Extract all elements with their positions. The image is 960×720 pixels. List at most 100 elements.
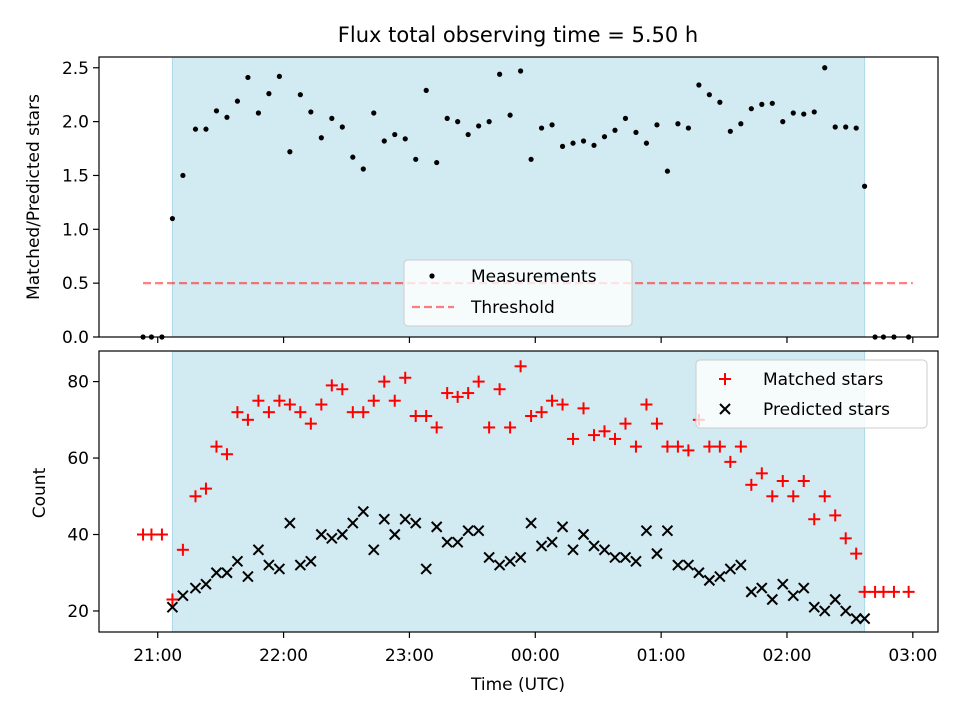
bottom-y-ticks: 20 40 60 80 [67, 373, 99, 622]
measurement-point-63 [801, 111, 807, 117]
top-y-tick-label-3: 1.5 [62, 166, 89, 186]
predicted-star-point-2 [189, 582, 202, 594]
bottom-x-ticks: 21:00 22:00 23:00 00:00 01:00 02:00 03:00 [133, 632, 937, 666]
measurement-point-38 [538, 125, 545, 131]
measurement-point-17 [318, 135, 324, 141]
matched-star-point-64 [808, 513, 821, 526]
top-legend-box [403, 259, 633, 327]
measurement-point-11 [255, 110, 262, 116]
measurement-point-24 [392, 131, 398, 138]
predicted-star-point-30 [483, 551, 495, 564]
predicted-star-point-13 [305, 555, 317, 567]
bottom-axes-frame [98, 350, 939, 633]
predicted-star-point-39 [577, 528, 590, 541]
measurement-point-37 [528, 156, 534, 162]
x-tick-label-2: 23:00 [385, 646, 434, 666]
predicted-star-point-1 [177, 589, 189, 602]
measurement-point-58 [748, 106, 754, 112]
measurement-point-32 [476, 123, 482, 129]
matched-star-point-10 [241, 413, 254, 426]
matched-star-point-43 [588, 429, 601, 442]
predicted-star-point-12 [294, 559, 307, 571]
predicted-star-point-23 [410, 517, 422, 529]
bottom-y-tick-label-1: 40 [67, 526, 89, 546]
measurement-point-34 [497, 71, 503, 77]
predicted-star-point-25 [430, 521, 443, 533]
measurement-point-49 [654, 122, 660, 128]
predicted-star-point-36 [546, 536, 558, 548]
predicted-star-point-35 [535, 540, 548, 552]
measurement-point-60 [769, 100, 775, 106]
measurement-point-69 [861, 183, 868, 189]
predicted-star-point-43 [619, 551, 632, 564]
matched-star-point-31 [462, 387, 475, 400]
matched-star-point-18 [325, 379, 338, 392]
predicted-star-point-21 [389, 528, 401, 541]
legend-measurements-label: Measurements [471, 267, 597, 287]
matched-star-point-49 [650, 417, 663, 430]
matched-star-point-25 [399, 371, 412, 384]
top-legend: Measurements Threshold [403, 259, 633, 327]
measurement-point-35 [507, 112, 513, 118]
predicted-star-point-37 [556, 521, 569, 533]
measurement-point-5 [192, 126, 199, 132]
predicted-star-point-4 [210, 567, 223, 579]
predicted-star-point-22 [399, 513, 411, 525]
top-y-tick-label-5: 2.5 [62, 59, 89, 79]
predicted-star-point-0 [166, 601, 179, 613]
matched-star-point-15 [294, 406, 307, 419]
legend-measurements-marker [429, 273, 435, 279]
matched-star-point-59 [755, 467, 768, 480]
matched-star-point-20 [346, 406, 359, 419]
top-y-axis-label: Matched/Predicted stars [24, 94, 44, 300]
measurement-point-19 [339, 124, 345, 130]
measurement-point-12 [266, 91, 272, 97]
matched-star-point-42 [577, 402, 590, 415]
matched-star-point-1 [145, 528, 158, 541]
predicted-star-point-33 [514, 551, 527, 564]
matched-star-point-23 [378, 375, 391, 388]
matched-star-point-57 [734, 440, 747, 453]
predicted-star-point-8 [252, 544, 265, 556]
predicted-star-point-40 [588, 540, 600, 552]
matched-star-point-32 [472, 375, 485, 388]
top-y-tick-label-2: 1.0 [62, 220, 89, 240]
legend-threshold-label: Threshold [470, 298, 555, 318]
measurement-point-43 [591, 142, 597, 148]
measurement-point-54 [706, 92, 712, 98]
x-tick-label-1: 22:00 [259, 646, 308, 666]
bottom-y-axis-label: Count [30, 467, 50, 518]
bottom-y-tick-label-0: 20 [67, 602, 89, 622]
predicted-star-point-26 [441, 536, 453, 548]
predicted-star-point-47 [661, 524, 674, 537]
top-y-tick-label-4: 2.0 [62, 113, 89, 133]
legend-predicted-marker [719, 403, 731, 415]
matched-star-point-39 [546, 394, 559, 407]
matched-star-point-6 [199, 482, 212, 495]
measurement-point-33 [486, 119, 492, 125]
matched-star-point-2 [155, 528, 168, 541]
measurement-point-6 [203, 126, 209, 132]
top-x-ticks [157, 337, 914, 343]
matched-star-point-60 [766, 490, 779, 503]
measurement-point-44 [601, 134, 608, 140]
matched-star-point-54 [703, 440, 716, 453]
measurement-point-8 [224, 114, 230, 120]
matched-star-point-38 [535, 406, 548, 419]
predicted-star-point-32 [504, 555, 516, 567]
measurement-point-48 [643, 140, 650, 146]
matched-star-point-3 [166, 593, 179, 606]
measurement-points [140, 65, 912, 340]
predicted-star-point-3 [200, 578, 212, 590]
measurement-point-68 [853, 125, 859, 131]
matched-star-point-16 [304, 417, 317, 430]
matched-star-point-24 [388, 394, 401, 407]
matched-star-point-44 [598, 425, 611, 438]
matched-star-point-61 [776, 474, 789, 487]
predicted-star-point-6 [231, 555, 244, 567]
measurement-point-52 [685, 125, 691, 131]
measurement-point-56 [727, 128, 733, 134]
matched-star-point-72 [887, 585, 900, 598]
measurement-point-39 [549, 122, 555, 128]
matched-star-point-46 [619, 417, 632, 430]
